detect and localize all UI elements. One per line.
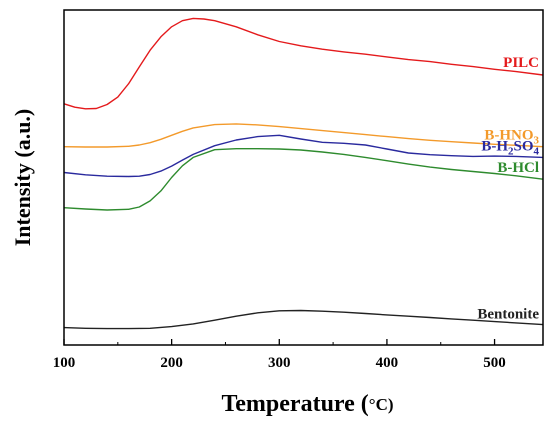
series-label-pilc: PILC [503, 55, 539, 71]
plot-area [63, 17, 544, 330]
x-tick-label: 200 [160, 355, 183, 371]
series-line-bentonite [63, 309, 544, 330]
y-axis-title: Intensity (a.u.) [10, 109, 35, 247]
series-line-b-hcl [63, 148, 544, 211]
x-tick-label: 400 [376, 355, 399, 371]
x-tick-label: 300 [268, 355, 291, 371]
series-label-b-hno3: B-HNO3 [484, 128, 539, 147]
x-tick-label: 500 [483, 355, 506, 371]
series-label-b-hcl: B-HCl [497, 160, 539, 176]
series-line-b-h2so4 [63, 134, 544, 178]
plot-frame [63, 9, 544, 346]
series-label-bentonite: Bentonite [477, 307, 539, 323]
x-axis-ticks: 100 200 300 400 500 [53, 339, 506, 371]
series-label-b-h2so4: B-H2SO4 [481, 138, 539, 157]
degree-unit: °C) [369, 395, 394, 414]
x-tick-label: 100 [53, 355, 76, 371]
series-line-b-hno3 [63, 123, 544, 148]
x-axis-title: Temperature (°C) [221, 391, 393, 417]
series-line-pilc [63, 17, 544, 110]
